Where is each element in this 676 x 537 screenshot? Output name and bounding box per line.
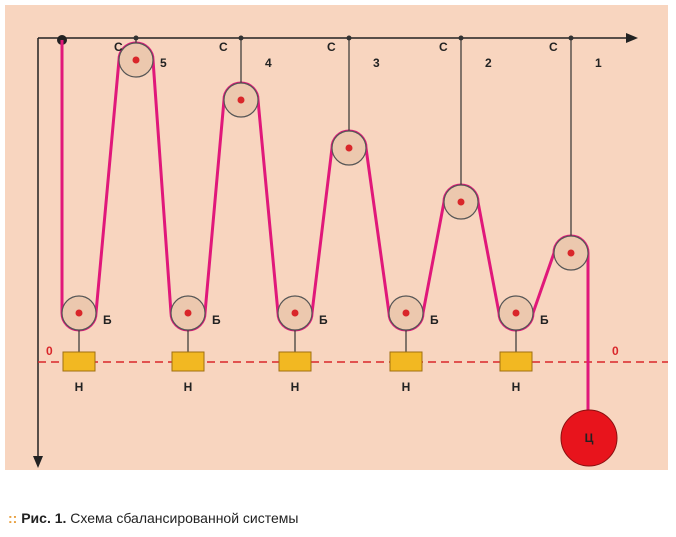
pulley-axle bbox=[345, 144, 353, 152]
pulley-label: Б bbox=[103, 313, 112, 327]
block bbox=[62, 351, 96, 372]
pulley-number: 1 bbox=[595, 56, 602, 70]
weight-label: Ц bbox=[585, 431, 594, 445]
hanger-joint bbox=[458, 35, 464, 41]
hanger-joint bbox=[238, 35, 244, 41]
pulley-label: Б bbox=[212, 313, 221, 327]
pulley-label: Б bbox=[319, 313, 328, 327]
pulley-axle bbox=[132, 56, 140, 64]
pulley-label: Б bbox=[430, 313, 439, 327]
block bbox=[171, 351, 205, 372]
caption: :: Рис. 1. Схема сбалансированной систем… bbox=[8, 510, 299, 526]
diagram: С 5 С 4 С 3 С 2 С 1 Б Б Б Б Б Н Н Н Н Н 0 0 Ц bbox=[5, 5, 668, 470]
hanger-joint bbox=[568, 35, 574, 41]
pulley-label: С bbox=[549, 40, 558, 54]
block bbox=[499, 351, 533, 372]
arrow bbox=[33, 456, 43, 468]
hanger-joint bbox=[133, 35, 139, 41]
pulley-axle bbox=[512, 309, 520, 317]
pulley-axle bbox=[75, 309, 83, 317]
weight bbox=[560, 409, 618, 467]
zero-label: 0 bbox=[612, 344, 619, 358]
arrow bbox=[626, 33, 638, 43]
pulley-axle bbox=[567, 249, 575, 257]
pulley-axle bbox=[457, 198, 465, 206]
pulley-number: 5 bbox=[160, 56, 167, 70]
pulley-axle bbox=[291, 309, 299, 317]
caption-number: Рис. 1. bbox=[21, 510, 67, 526]
block bbox=[278, 351, 312, 372]
pulley-label: С bbox=[219, 40, 228, 54]
block-label: Н bbox=[402, 380, 411, 394]
pulley-label: С bbox=[114, 40, 123, 54]
elements: С 5 С 4 С 3 С 2 С 1 Б Б Б Б Б Н Н Н Н Н 0 0 Ц bbox=[46, 35, 619, 467]
block-label: Н bbox=[75, 380, 84, 394]
pulley-axle bbox=[237, 96, 245, 104]
pulley-label: Б bbox=[540, 313, 549, 327]
pulley-number: 4 bbox=[265, 56, 272, 70]
caption-text: Схема сбалансированной системы bbox=[70, 510, 299, 526]
pulley-axle bbox=[402, 309, 410, 317]
block-label: Н bbox=[512, 380, 521, 394]
block-label: Н bbox=[184, 380, 193, 394]
pulley-number: 3 bbox=[373, 56, 380, 70]
zero-label: 0 bbox=[46, 344, 53, 358]
block bbox=[389, 351, 423, 372]
hanger-joint bbox=[346, 35, 352, 41]
pulley-label: С bbox=[439, 40, 448, 54]
block-label: Н bbox=[291, 380, 300, 394]
pulley-axle bbox=[184, 309, 192, 317]
pulley-label: С bbox=[327, 40, 336, 54]
pulley-number: 2 bbox=[485, 56, 492, 70]
